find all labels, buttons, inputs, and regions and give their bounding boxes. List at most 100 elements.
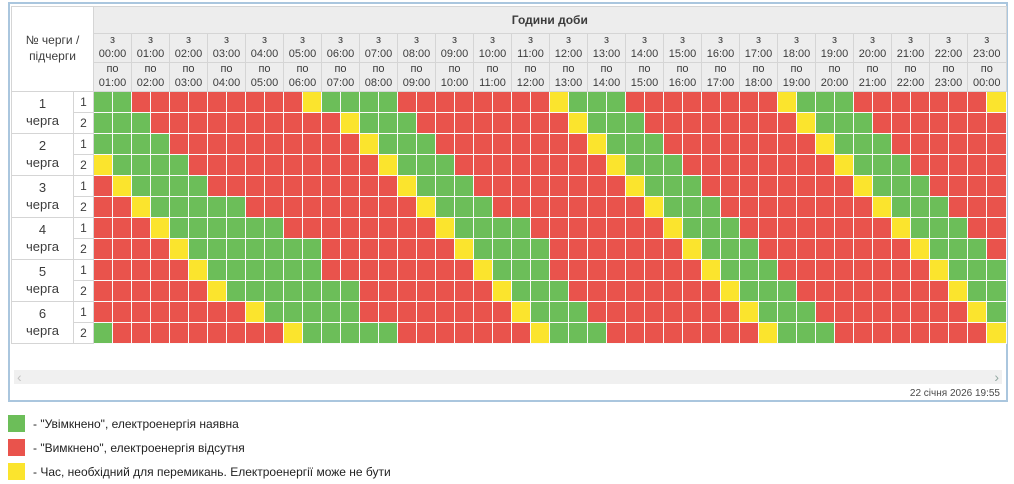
schedule-cell xyxy=(150,259,170,281)
hour-from-header: з 22:00 xyxy=(929,33,968,63)
hour-from-header: з 19:00 xyxy=(815,33,854,63)
hour-to-header: по 15:00 xyxy=(625,62,664,92)
scroll-right-icon[interactable]: › xyxy=(994,369,999,385)
schedule-cell xyxy=(644,238,664,260)
schedule-cell xyxy=(340,112,360,134)
hour-from-header: з 17:00 xyxy=(739,33,778,63)
schedule-cell xyxy=(188,91,208,113)
schedule-cell xyxy=(207,301,227,323)
schedule-cell xyxy=(606,259,626,281)
schedule-cell xyxy=(853,196,873,218)
schedule-cell xyxy=(207,322,227,344)
schedule-cell xyxy=(435,259,455,281)
schedule-cell xyxy=(644,259,664,281)
schedule-cell xyxy=(644,301,664,323)
schedule-cell xyxy=(131,91,151,113)
schedule-cell xyxy=(568,322,588,344)
power-off-swatch-icon xyxy=(8,439,25,456)
schedule-cell xyxy=(568,301,588,323)
schedule-cell xyxy=(720,196,740,218)
schedule-cell xyxy=(796,259,816,281)
schedule-cell xyxy=(948,91,968,113)
schedule-cell xyxy=(587,196,607,218)
schedule-cell xyxy=(112,238,132,260)
schedule-cell xyxy=(321,112,341,134)
schedule-cell xyxy=(929,175,949,197)
scroll-left-icon[interactable]: ‹ xyxy=(17,369,22,385)
schedule-cell xyxy=(264,280,284,302)
schedule-cell xyxy=(264,322,284,344)
schedule-cell xyxy=(663,154,683,176)
schedule-cell xyxy=(986,112,1007,134)
schedule-cell xyxy=(321,280,341,302)
schedule-cell xyxy=(834,301,854,323)
legend-item-off: - "Вимкнено", електроенергія відсутня xyxy=(8,439,1014,456)
schedule-cell xyxy=(169,238,189,260)
schedule-cell xyxy=(986,301,1007,323)
hour-to-header: по 16:00 xyxy=(663,62,702,92)
hour-to-header: по 22:00 xyxy=(891,62,930,92)
horizontal-scrollbar[interactable]: ‹ › xyxy=(14,370,1002,384)
schedule-cell xyxy=(948,133,968,155)
schedule-cell xyxy=(739,238,759,260)
schedule-cell xyxy=(625,280,645,302)
schedule-cell xyxy=(340,301,360,323)
schedule-cell xyxy=(435,280,455,302)
schedule-cell xyxy=(663,133,683,155)
schedule-cell xyxy=(967,322,987,344)
schedule-cell xyxy=(929,259,949,281)
legend-label: - "Вимкнено", електроенергія відсутня xyxy=(33,440,245,455)
schedule-cell xyxy=(321,301,341,323)
schedule-cell xyxy=(473,259,493,281)
schedule-cell xyxy=(682,217,702,239)
subqueue-number: 1 xyxy=(73,175,94,197)
schedule-cell xyxy=(378,322,398,344)
schedule-cell xyxy=(530,175,550,197)
schedule-cell xyxy=(910,91,930,113)
schedule-cell xyxy=(245,217,265,239)
schedule-cell xyxy=(815,280,835,302)
hour-from-header: з 03:00 xyxy=(207,33,246,63)
schedule-cell xyxy=(93,259,113,281)
schedule-cell xyxy=(929,154,949,176)
schedule-cell xyxy=(359,259,379,281)
subqueue-number: 2 xyxy=(73,238,94,260)
schedule-cell xyxy=(302,154,322,176)
schedule-cell xyxy=(321,259,341,281)
hour-to-header: по 07:00 xyxy=(321,62,360,92)
schedule-cell xyxy=(853,91,873,113)
schedule-cell xyxy=(435,196,455,218)
schedule-cell xyxy=(359,175,379,197)
schedule-row-queue-4-1: 4 черга 1 xyxy=(11,217,1007,260)
schedule-cell xyxy=(473,280,493,302)
hour-to-header: по 12:00 xyxy=(511,62,550,92)
hour-from-header: з 12:00 xyxy=(549,33,588,63)
schedule-cell xyxy=(644,154,664,176)
hour-from-header: з 21:00 xyxy=(891,33,930,63)
schedule-cell xyxy=(226,322,246,344)
hour-to-header: по 01:00 xyxy=(93,62,132,92)
subqueue-number: 2 xyxy=(73,154,94,176)
schedule-cell xyxy=(815,259,835,281)
schedule-cell xyxy=(891,259,911,281)
schedule-cell xyxy=(568,91,588,113)
schedule-cell xyxy=(758,175,778,197)
schedule-cell xyxy=(834,112,854,134)
schedule-cell xyxy=(682,154,702,176)
schedule-cell xyxy=(739,217,759,239)
schedule-cell xyxy=(815,112,835,134)
schedule-cell xyxy=(568,238,588,260)
schedule-cell xyxy=(663,280,683,302)
schedule-cell xyxy=(150,301,170,323)
schedule-cell xyxy=(397,196,417,218)
schedule-cell xyxy=(150,91,170,113)
schedule-cell xyxy=(606,196,626,218)
schedule-cell xyxy=(416,133,436,155)
schedule-cell xyxy=(264,112,284,134)
schedule-cell xyxy=(701,175,721,197)
schedule-cell xyxy=(131,301,151,323)
schedule-cell xyxy=(397,175,417,197)
schedule-cell xyxy=(511,196,531,218)
schedule-cell xyxy=(378,91,398,113)
subqueue-number: 1 xyxy=(73,259,94,281)
